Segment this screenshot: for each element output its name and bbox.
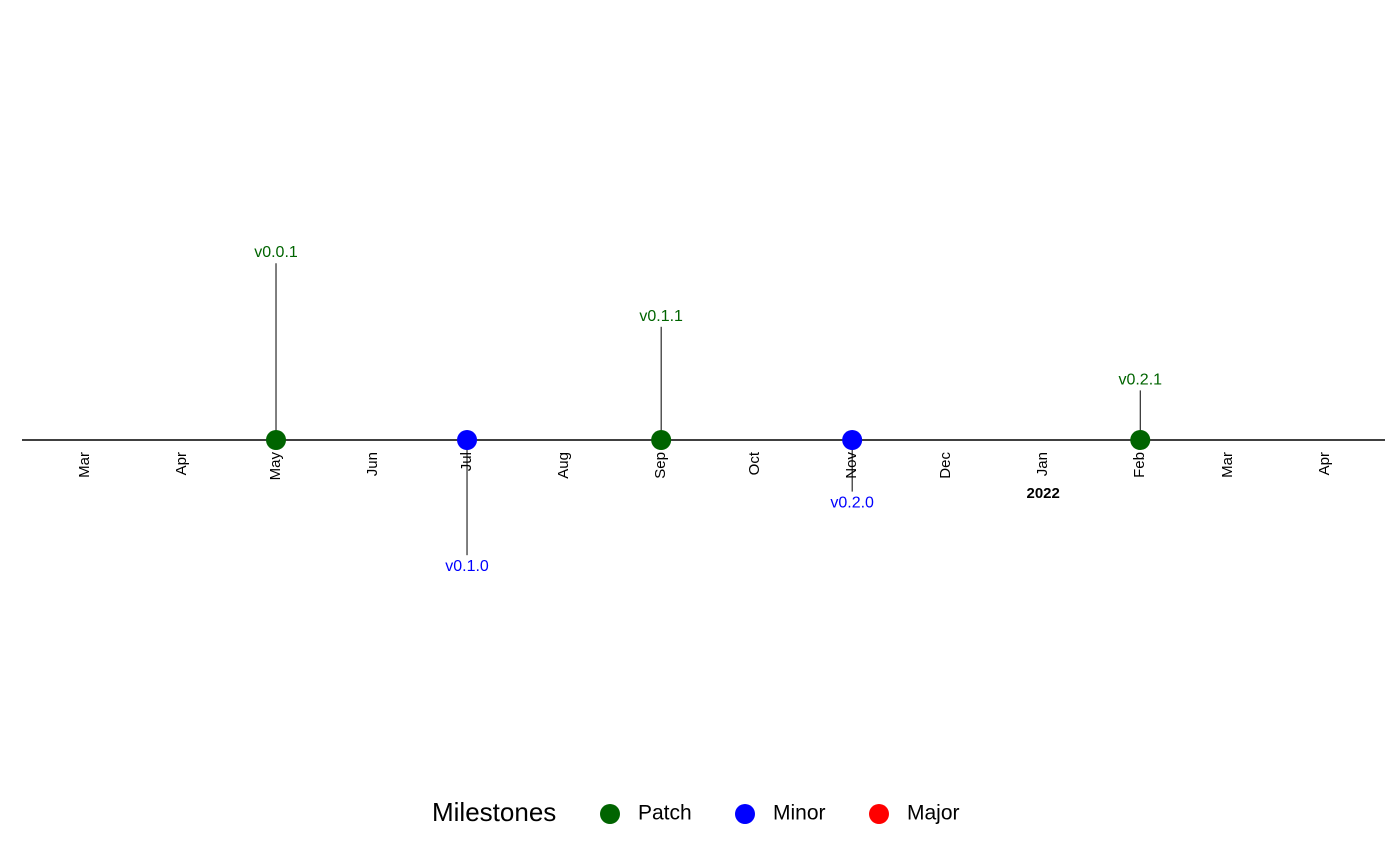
month-tick-label: Feb <box>1131 452 1148 478</box>
year-label: 2022 <box>1026 485 1059 502</box>
legend-label-minor: Minor <box>773 802 826 825</box>
legend: Milestones Patch Minor Major <box>432 797 960 827</box>
month-tick-label: Jun <box>364 452 381 476</box>
milestone-label: v0.1.1 <box>639 308 683 325</box>
milestone-point-v0.0.1 <box>266 430 287 450</box>
milestone-label: v0.1.0 <box>445 558 489 575</box>
month-tick-label: Nov <box>843 452 860 479</box>
month-tick-label: Dec <box>937 452 954 479</box>
month-tick-label: Oct <box>746 451 763 475</box>
milestone-label: v0.0.1 <box>254 244 298 261</box>
legend-key-major <box>869 804 889 824</box>
month-tick-label: Sep <box>652 452 669 479</box>
legend-key-patch <box>600 804 620 824</box>
milestone-marks: v0.0.1 v0.1.0 v0.1.1 v0.2.0 v0.2.1 <box>254 244 1162 575</box>
milestone-point-v0.1.0 <box>457 430 478 450</box>
milestone-label: v0.2.1 <box>1118 371 1162 388</box>
legend-key-minor <box>735 804 755 824</box>
milestone-point-v0.2.0 <box>842 430 863 450</box>
x-axis: Mar Apr May Jun Jul Aug Sep Oct Nov Dec Jan Feb Mar A… <box>76 451 1333 502</box>
month-tick-label: Jan <box>1034 452 1051 476</box>
milestone-point-v0.1.1 <box>651 430 672 450</box>
milestone-label: v0.2.0 <box>830 495 874 512</box>
month-tick-label: Mar <box>76 452 93 478</box>
plot-area <box>22 263 1385 556</box>
month-tick-label: Jul <box>458 452 475 471</box>
month-tick-label: Mar <box>1219 452 1236 478</box>
month-tick-label: Apr <box>1316 452 1333 475</box>
legend-title: Milestones <box>432 797 556 827</box>
milestone-point-v0.2.1 <box>1130 430 1151 450</box>
month-tick-label: Aug <box>555 452 572 479</box>
month-tick-label: May <box>267 452 284 481</box>
month-tick-label: Apr <box>173 452 190 475</box>
legend-label-patch: Patch <box>638 802 692 825</box>
legend-label-major: Major <box>907 802 960 825</box>
